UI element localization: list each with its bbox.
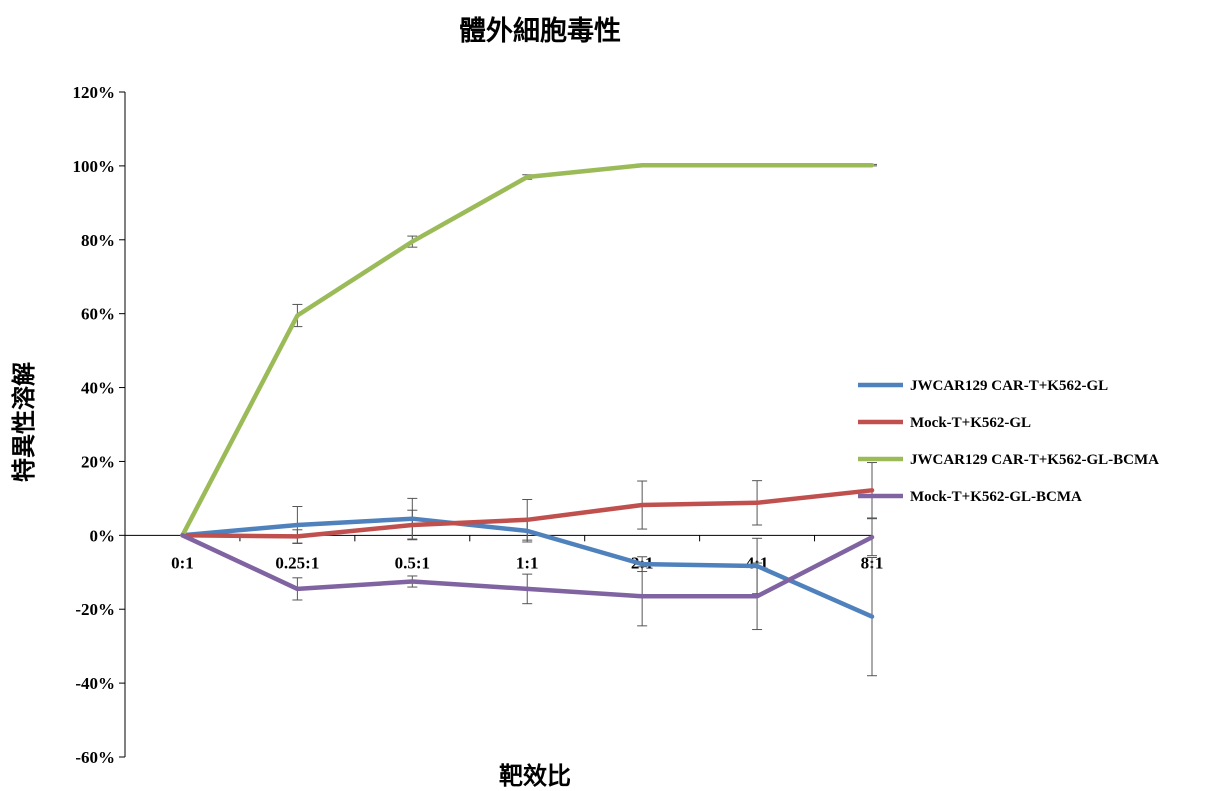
x-tick-label: 0.5:1 bbox=[395, 553, 430, 572]
legend-label: Mock-T+K562-GL-BCMA bbox=[910, 489, 1082, 505]
legend-label: JWCAR129 CAR-T+K562-GL bbox=[910, 378, 1108, 394]
x-tick-label: 0:1 bbox=[171, 553, 194, 572]
x-tick-label: 1:1 bbox=[516, 553, 539, 572]
y-tick-label: -20% bbox=[75, 600, 115, 619]
legend-label: JWCAR129 CAR-T+K562-GL-BCMA bbox=[910, 452, 1159, 468]
series-line-1 bbox=[180, 516, 875, 619]
chart-title: 體外細胞毒性 bbox=[459, 16, 621, 47]
series-line-4 bbox=[180, 533, 875, 599]
y-tick-label: 120% bbox=[73, 83, 116, 102]
y-tick-label: 20% bbox=[81, 452, 115, 471]
series-lines bbox=[180, 162, 875, 619]
error-bars bbox=[292, 163, 877, 677]
x-tick-label: 0.25:1 bbox=[275, 553, 319, 572]
x-axis-title: 靶效比 bbox=[499, 762, 571, 790]
series-line-3 bbox=[180, 162, 875, 538]
y-tick-label: -40% bbox=[75, 674, 115, 693]
y-axis-title: 特異性溶解 bbox=[10, 362, 38, 482]
y-tick-label: 100% bbox=[73, 157, 116, 176]
y-tick-label: 40% bbox=[81, 379, 115, 398]
legend: JWCAR129 CAR-T+K562-GL Mock-T+K562-GL JWCA… bbox=[858, 378, 1159, 505]
y-tick-label: 60% bbox=[81, 305, 115, 324]
axes: -60% -40% -20% 0% 20% 40% 60% 80% 100% 120% 0:1 0.2… bbox=[73, 83, 884, 767]
legend-label: Mock-T+K562-GL bbox=[910, 415, 1031, 431]
y-tick-label: 0% bbox=[90, 526, 116, 545]
y-tick-label: -60% bbox=[75, 748, 115, 767]
y-tick-label: 80% bbox=[81, 231, 115, 250]
series-line-2 bbox=[180, 488, 875, 539]
